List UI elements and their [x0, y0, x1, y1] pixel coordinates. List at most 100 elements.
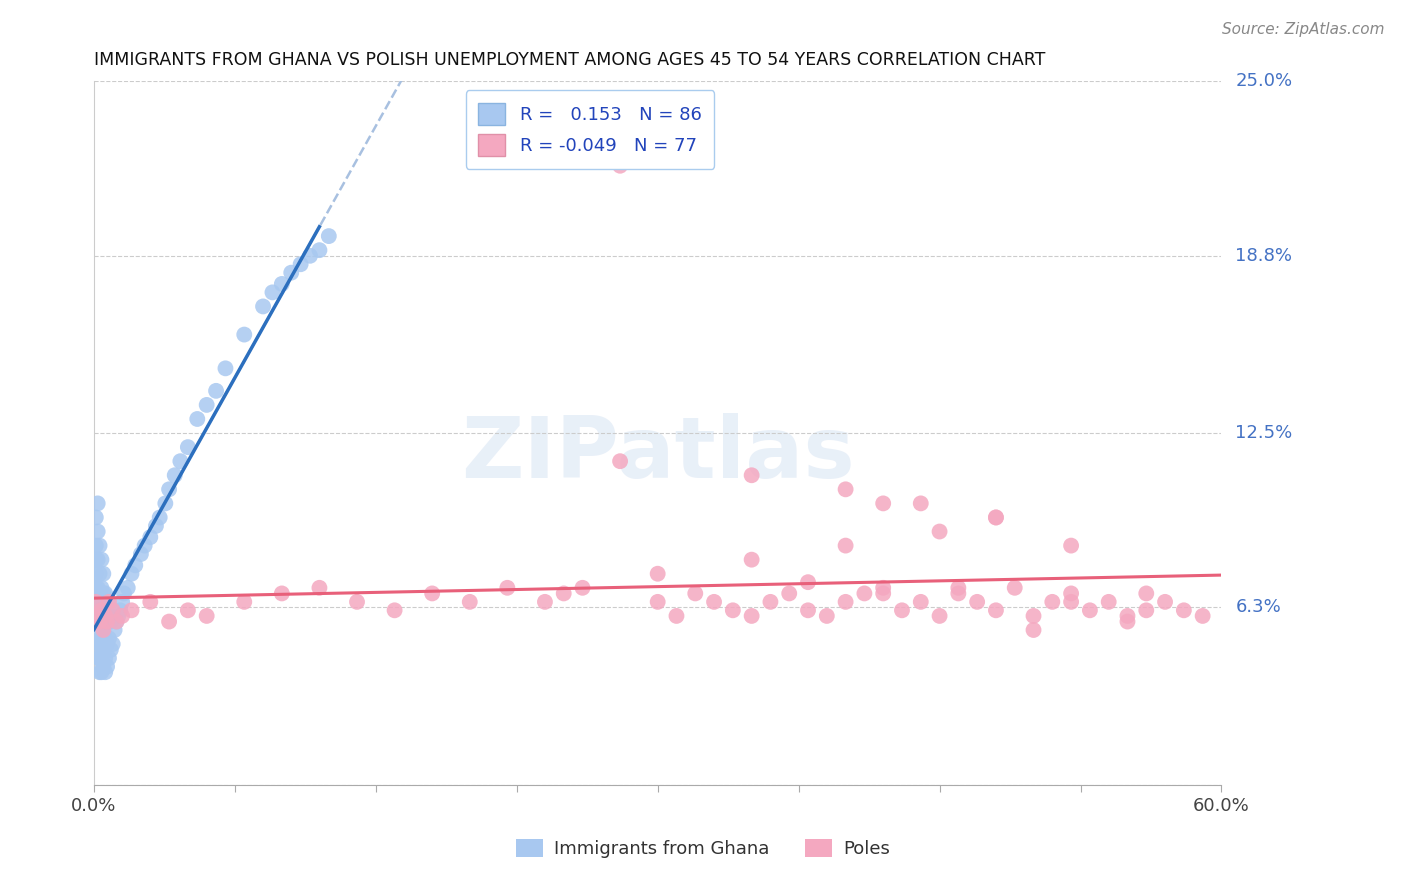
Point	[703, 595, 725, 609]
Point	[90, 581, 112, 595]
Point	[84, 510, 107, 524]
Legend: R =   0.153   N = 86, R = -0.049   N = 77: R = 0.153 N = 86, R = -0.049 N = 77	[465, 90, 714, 169]
Point	[139, 595, 162, 609]
Text: 18.8%: 18.8%	[1236, 247, 1292, 265]
Point	[948, 581, 970, 595]
Point	[91, 642, 114, 657]
Point	[86, 609, 108, 624]
Point	[86, 651, 108, 665]
Point	[1135, 586, 1157, 600]
Point	[100, 615, 122, 629]
Point	[205, 384, 228, 398]
Point	[778, 586, 800, 600]
Point	[89, 623, 111, 637]
Point	[91, 566, 114, 581]
Point	[1022, 623, 1045, 637]
Point	[89, 539, 111, 553]
Point	[872, 496, 894, 510]
Point	[86, 623, 108, 637]
Point	[647, 595, 669, 609]
Point	[872, 581, 894, 595]
Point	[984, 510, 1007, 524]
Point	[91, 623, 114, 637]
Point	[100, 642, 122, 657]
Point	[741, 552, 763, 566]
Point	[111, 609, 134, 624]
Point	[346, 595, 368, 609]
Point	[121, 603, 143, 617]
Point	[86, 609, 108, 624]
Text: 6.3%: 6.3%	[1236, 599, 1281, 616]
Point	[89, 609, 111, 624]
Point	[84, 566, 107, 581]
Point	[270, 586, 292, 600]
Point	[94, 609, 117, 624]
Point	[86, 552, 108, 566]
Point	[121, 566, 143, 581]
Point	[1060, 586, 1083, 600]
Point	[252, 300, 274, 314]
Point	[89, 566, 111, 581]
Point	[928, 524, 950, 539]
Point	[112, 586, 135, 600]
Point	[157, 615, 180, 629]
Point	[948, 586, 970, 600]
Point	[797, 603, 820, 617]
Point	[96, 659, 118, 673]
Point	[101, 609, 124, 624]
Point	[1135, 603, 1157, 617]
Point	[139, 530, 162, 544]
Point	[96, 595, 118, 609]
Point	[134, 539, 156, 553]
Point	[496, 581, 519, 595]
Point	[891, 603, 914, 617]
Point	[1004, 581, 1026, 595]
Point	[797, 575, 820, 590]
Point	[86, 637, 108, 651]
Point	[177, 440, 200, 454]
Point	[86, 496, 108, 510]
Point	[91, 609, 114, 624]
Point	[1098, 595, 1121, 609]
Point	[145, 519, 167, 533]
Legend: Immigrants from Ghana, Poles: Immigrants from Ghana, Poles	[509, 831, 897, 865]
Point	[815, 609, 838, 624]
Point	[96, 615, 118, 629]
Point	[90, 595, 112, 609]
Point	[290, 257, 312, 271]
Point	[195, 609, 218, 624]
Point	[834, 539, 856, 553]
Point	[89, 615, 111, 629]
Point	[1060, 595, 1083, 609]
Point	[186, 412, 208, 426]
Point	[834, 483, 856, 497]
Point	[90, 603, 112, 617]
Point	[384, 603, 406, 617]
Point	[834, 595, 856, 609]
Text: 25.0%: 25.0%	[1236, 72, 1292, 90]
Point	[91, 623, 114, 637]
Point	[984, 510, 1007, 524]
Point	[308, 243, 330, 257]
Point	[910, 496, 932, 510]
Point	[117, 581, 139, 595]
Point	[90, 665, 112, 680]
Point	[89, 651, 111, 665]
Point	[759, 595, 782, 609]
Point	[124, 558, 146, 573]
Point	[107, 609, 129, 624]
Point	[966, 595, 988, 609]
Point	[685, 586, 707, 600]
Point	[1022, 609, 1045, 624]
Point	[910, 595, 932, 609]
Point	[96, 637, 118, 651]
Point	[984, 603, 1007, 617]
Text: Source: ZipAtlas.com: Source: ZipAtlas.com	[1222, 22, 1385, 37]
Point	[1116, 609, 1139, 624]
Point	[91, 659, 114, 673]
Point	[84, 595, 107, 609]
Text: 12.5%: 12.5%	[1236, 424, 1292, 442]
Point	[101, 603, 124, 617]
Point	[169, 454, 191, 468]
Point	[262, 285, 284, 300]
